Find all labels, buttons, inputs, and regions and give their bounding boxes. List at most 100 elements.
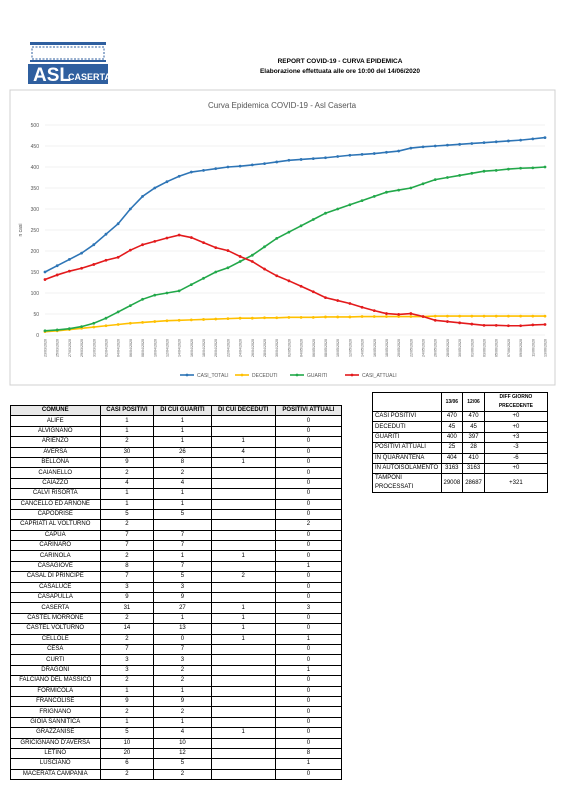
comune-name: BELLONA	[10, 456, 101, 469]
x-tick-label: 04/05/2020	[300, 339, 304, 357]
x-tick-label: 10/04/2020	[153, 339, 157, 357]
value-cell: 1	[153, 685, 212, 697]
value-cell: 397	[462, 431, 485, 444]
comune-row: BELLONA 9 8 1 0	[10, 456, 343, 469]
point	[141, 297, 144, 301]
point	[397, 315, 401, 318]
value-cell: 7	[99, 540, 155, 552]
point	[446, 314, 449, 318]
point	[531, 323, 535, 327]
y-tick-label: 200	[31, 249, 40, 255]
header-chart: ASL CASERTA REPORT COVID-19 - CURVA EPID…	[9, 42, 556, 386]
value-cell: 0	[274, 436, 343, 448]
point	[348, 302, 352, 305]
comune-row: CASAGIOVE 8 7 1	[10, 560, 343, 573]
point	[43, 278, 47, 281]
point	[250, 253, 254, 257]
value-cell: 9	[99, 456, 155, 469]
point	[433, 144, 437, 148]
point	[458, 142, 462, 146]
comune-name: CAIAZZO	[10, 477, 101, 490]
report-subtitle: Elaborazione effettuata alle ore 10:00 d…	[260, 68, 420, 75]
point	[128, 321, 132, 325]
point	[348, 153, 352, 157]
point	[482, 169, 486, 173]
value-cell: 5	[153, 508, 212, 521]
comune-name: DRAGONI	[10, 664, 101, 677]
comune-row: CAIANELLO 2 2 0	[10, 467, 343, 479]
point	[397, 188, 401, 192]
value-cell: 5	[153, 571, 212, 583]
value-cell: 8	[153, 456, 212, 469]
value-cell: 6	[99, 758, 155, 770]
comune-name: CANCELLO ED ARNONE	[10, 498, 101, 510]
value-cell: 2	[99, 519, 155, 531]
point	[153, 186, 157, 190]
value-cell: 2	[210, 571, 276, 583]
point	[275, 160, 279, 164]
point	[311, 290, 315, 294]
point	[214, 246, 218, 250]
series-line	[44, 136, 546, 273]
point	[226, 317, 230, 321]
x-tick-label: 04/04/2020	[117, 339, 121, 357]
comune-name: CAPODRISE	[10, 508, 101, 521]
legend-marker	[295, 373, 299, 377]
x-tick-label: 31/03/2020	[92, 339, 96, 357]
point	[128, 207, 132, 211]
y-tick-label: 0	[36, 333, 39, 339]
comune-row: CASAL DI PRINCIPE 7 5 2 0	[10, 571, 343, 583]
chart-title: Curva Epidemica COVID-19 - Asl Caserta	[208, 101, 357, 110]
value-cell: 3	[153, 581, 212, 594]
comune-row: CASERTA 31 27 1 3	[10, 602, 343, 614]
series-line	[44, 234, 546, 327]
point	[104, 324, 108, 328]
point	[55, 328, 59, 332]
comune-name: GIOIA SANNITICA	[10, 716, 101, 729]
point	[238, 316, 242, 320]
x-tick-label: 09/06/2020	[519, 339, 523, 357]
comune-row: CASTEL MORRONE 2 1 1 0	[10, 612, 343, 625]
empty-cell	[210, 747, 276, 760]
point	[360, 305, 364, 309]
value-cell: 0	[274, 695, 343, 708]
point	[189, 283, 193, 286]
comune-name: CASALUCE	[10, 581, 101, 594]
x-tick-label: 06/04/2020	[129, 339, 133, 357]
value-cell: 0	[274, 415, 343, 427]
value-cell: 28	[462, 442, 485, 454]
point	[189, 170, 193, 174]
value-cell: 3	[274, 602, 343, 614]
label-cell: DECEDUTI	[372, 421, 442, 433]
value-cell: +3	[483, 431, 549, 444]
value-cell: 7	[153, 643, 212, 656]
point	[470, 171, 474, 175]
point	[287, 230, 291, 234]
label-cell: TAMPONI PROCESSATI	[372, 473, 442, 494]
comune-name: GRAZZANISE	[10, 727, 101, 739]
value-cell: 2	[99, 612, 155, 625]
point	[433, 178, 437, 182]
point	[299, 315, 303, 319]
x-tick-label: 30/04/2020	[275, 339, 279, 357]
value-cell: 2	[99, 436, 155, 448]
point	[494, 168, 498, 172]
value-cell: 13	[153, 623, 212, 635]
x-tick-label: 29/03/2020	[80, 339, 84, 357]
x-tick-label: 03/06/2020	[483, 339, 487, 357]
x-tick-label: 24/05/2020	[422, 339, 426, 357]
value-cell: 5	[153, 758, 212, 770]
point	[238, 164, 242, 168]
value-cell: 31	[99, 602, 155, 614]
point	[385, 190, 388, 194]
value-cell: 3	[153, 654, 212, 666]
comune-row: ARIENZO 2 1 1 0	[10, 436, 343, 448]
comune-name: FALCIANO DEL MASSICO	[10, 675, 101, 687]
chart-frame	[9, 89, 556, 386]
value-cell: 12	[153, 747, 212, 760]
empty-cell	[210, 560, 276, 573]
comune-name: AVERSA	[10, 446, 101, 458]
value-cell: +0	[483, 421, 549, 433]
point	[153, 293, 157, 297]
point	[287, 315, 291, 319]
